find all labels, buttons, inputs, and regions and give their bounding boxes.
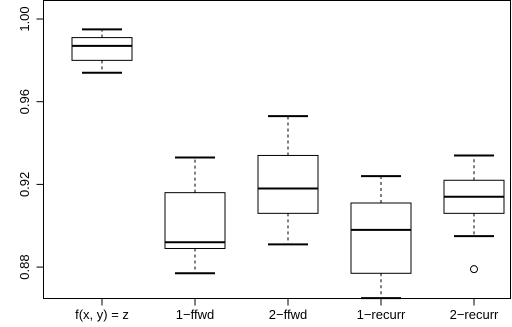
box-group (350, 175, 412, 300)
iqr-box (71, 37, 133, 61)
box-group (71, 28, 133, 74)
x-tick-label: 1−ffwd (176, 307, 214, 322)
boxes-group (71, 28, 505, 300)
iqr-box (350, 202, 412, 274)
x-axis: f(x, y) = z 1−ffwd 2−ffwd 1−recurr 2−recurr (75, 298, 499, 322)
x-tick-label: 2−ffwd (269, 307, 307, 322)
x-tick-label: 1−recurr (357, 307, 406, 322)
y-tick-label: 0.92 (17, 172, 32, 197)
iqr-box (257, 154, 319, 214)
y-tick-label: 0.96 (17, 89, 32, 114)
box-group (443, 154, 505, 274)
y-axis: 0.88 0.92 0.96 1.00 (17, 6, 44, 280)
outlier-point (470, 265, 478, 274)
iqr-box (164, 192, 226, 249)
box-group (164, 156, 226, 275)
x-tick-label: f(x, y) = z (75, 307, 129, 322)
box-group (257, 115, 319, 246)
x-tick-label: 2−recurr (450, 307, 499, 322)
y-tick-label: 0.88 (17, 254, 32, 279)
y-tick-label: 1.00 (17, 6, 32, 31)
